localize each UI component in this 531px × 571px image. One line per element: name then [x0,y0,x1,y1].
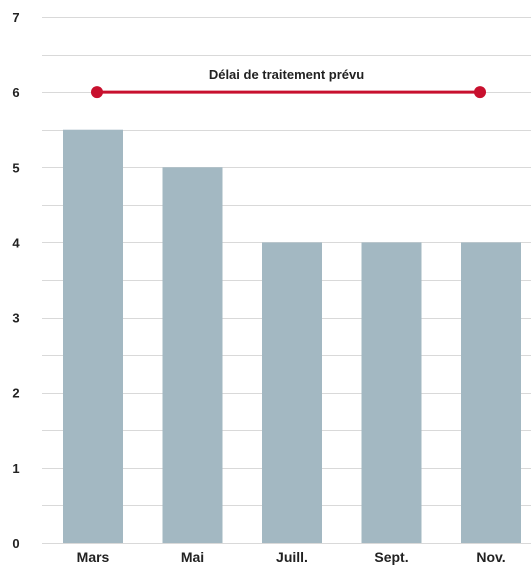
reference-line-label: Délai de traitement prévu [209,67,364,82]
x-tick-label: Juill. [276,549,308,565]
x-axis-ticks: Mars Mai Juill. Sept. Nov. [77,549,506,565]
bar-sept [361,242,422,543]
reference-line-end-marker [474,86,486,99]
reference-line-group: Délai de traitement prévu [91,67,486,99]
x-tick-label: Nov. [476,549,505,565]
y-tick-label: 4 [12,235,20,250]
y-tick-label: 5 [12,160,19,175]
y-tick-label: 2 [12,386,19,401]
bar-mars [63,129,123,543]
bar-nov [461,242,521,543]
bar-juill [262,242,322,543]
bars-layer [63,129,521,544]
x-tick-label: Mars [77,549,110,565]
bar-mai [162,167,223,544]
y-axis-ticks: 0 1 2 3 4 5 6 7 [12,10,20,551]
y-tick-label: 1 [12,461,19,476]
reference-line-start-marker [91,86,103,99]
x-tick-label: Mai [181,549,204,565]
y-tick-label: 3 [12,311,19,326]
y-tick-label: 7 [12,10,19,25]
y-tick-label: 6 [12,85,19,100]
y-tick-label: 0 [12,536,19,551]
x-tick-label: Sept. [374,549,408,565]
